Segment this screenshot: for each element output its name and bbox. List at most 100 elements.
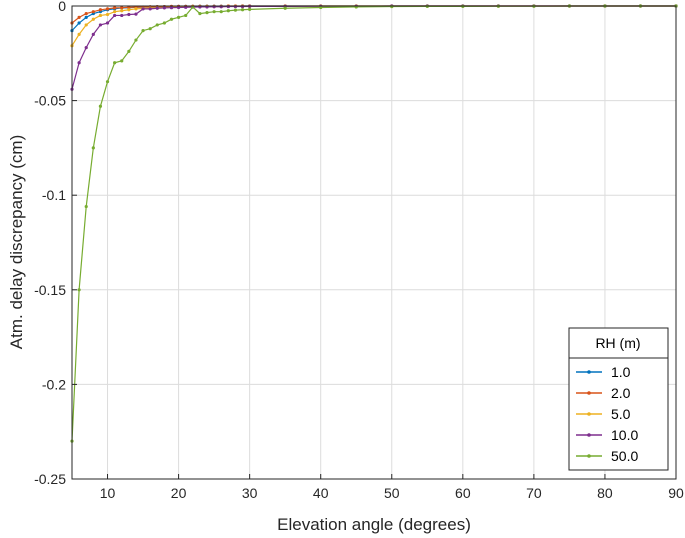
data-point bbox=[226, 4, 230, 9]
data-point bbox=[184, 13, 188, 18]
data-point bbox=[141, 28, 145, 33]
legend: RH (m) 1.0 2.0 5.0 10.0 50.0 bbox=[568, 327, 669, 471]
x-tick-label: 30 bbox=[242, 485, 258, 501]
legend-marker bbox=[587, 412, 591, 416]
legend-entry: 50.0 bbox=[576, 448, 638, 464]
data-point bbox=[240, 8, 245, 12]
legend-title: RH (m) bbox=[595, 335, 640, 351]
data-point bbox=[205, 11, 209, 15]
data-point bbox=[319, 5, 323, 10]
y-tick-label: -0.2 bbox=[42, 376, 66, 392]
y-tick-label: 0 bbox=[58, 0, 66, 14]
data-point bbox=[155, 23, 159, 27]
data-point bbox=[134, 7, 138, 11]
data-point bbox=[77, 288, 81, 292]
y-tick-label: -0.1 bbox=[42, 187, 66, 203]
data-point bbox=[77, 15, 81, 19]
data-point bbox=[77, 61, 81, 65]
data-point bbox=[226, 9, 230, 13]
data-point bbox=[134, 38, 138, 42]
data-point bbox=[176, 5, 181, 10]
data-point bbox=[148, 7, 152, 11]
data-point bbox=[113, 6, 117, 10]
plot-frame bbox=[71, 5, 677, 480]
data-point bbox=[105, 80, 110, 84]
x-axis-ticks: 10 20 30 40 50 60 70 80 90 bbox=[100, 474, 684, 501]
legend-label: 5.0 bbox=[611, 406, 631, 422]
data-point bbox=[120, 6, 124, 10]
data-point bbox=[169, 6, 174, 10]
y-tick-label: -0.15 bbox=[34, 282, 66, 298]
data-point bbox=[233, 8, 238, 12]
data-point bbox=[212, 10, 216, 14]
data-point bbox=[176, 15, 181, 19]
data-point bbox=[283, 6, 287, 10]
data-point bbox=[219, 10, 223, 14]
data-point bbox=[155, 6, 159, 10]
data-point bbox=[91, 146, 95, 150]
data-point bbox=[113, 13, 117, 18]
data-point bbox=[127, 8, 131, 12]
data-point bbox=[113, 10, 117, 14]
data-point bbox=[120, 59, 124, 63]
legend-entries: 1.0 2.0 5.0 10.0 50.0 bbox=[576, 364, 638, 464]
legend-entry: 10.0 bbox=[576, 427, 638, 443]
data-point bbox=[127, 12, 131, 17]
x-tick-label: 20 bbox=[171, 485, 187, 501]
data-point bbox=[184, 5, 188, 9]
data-point bbox=[98, 104, 103, 108]
x-tick-label: 10 bbox=[100, 485, 116, 501]
data-point bbox=[169, 17, 174, 21]
legend-marker bbox=[587, 433, 591, 437]
legend-label: 50.0 bbox=[611, 448, 638, 464]
data-point bbox=[198, 11, 202, 16]
legend-label: 10.0 bbox=[611, 427, 638, 443]
data-point bbox=[84, 23, 88, 27]
x-tick-label: 80 bbox=[597, 485, 613, 501]
data-point bbox=[77, 21, 81, 25]
data-point bbox=[240, 4, 245, 9]
data-point bbox=[84, 11, 88, 16]
legend-marker bbox=[587, 391, 591, 395]
data-point bbox=[141, 7, 145, 11]
data-point bbox=[162, 21, 166, 25]
data-point bbox=[77, 32, 81, 36]
x-tick-label: 70 bbox=[526, 485, 542, 501]
x-tick-label: 40 bbox=[313, 485, 329, 501]
data-point bbox=[91, 17, 95, 21]
data-point bbox=[84, 204, 88, 209]
data-point bbox=[98, 13, 103, 18]
legend-entry: 5.0 bbox=[576, 406, 631, 422]
data-point bbox=[98, 23, 103, 27]
data-point bbox=[98, 8, 103, 12]
y-axis-ticks: 0 -0.05 -0.1 -0.15 -0.2 -0.25 bbox=[34, 0, 77, 487]
legend-label: 1.0 bbox=[611, 364, 631, 380]
legend-entry: 1.0 bbox=[576, 364, 631, 380]
data-point bbox=[127, 49, 131, 54]
y-axis-label: Atm. delay discrepancy (cm) bbox=[7, 135, 26, 349]
legend-marker bbox=[587, 370, 591, 374]
legend-box bbox=[568, 327, 669, 471]
legend-marker bbox=[587, 454, 591, 458]
data-point bbox=[390, 4, 394, 9]
data-point bbox=[84, 15, 88, 19]
data-point bbox=[162, 6, 166, 10]
x-tick-label: 60 bbox=[455, 485, 471, 501]
legend-entry: 2.0 bbox=[576, 385, 631, 401]
y-tick-label: -0.25 bbox=[34, 471, 66, 487]
x-tick-label: 50 bbox=[384, 485, 400, 501]
y-tick-label: -0.05 bbox=[34, 93, 66, 109]
data-point bbox=[105, 12, 110, 17]
data-point bbox=[248, 7, 252, 12]
x-axis-label: Elevation angle (degrees) bbox=[277, 515, 471, 534]
data-point bbox=[84, 46, 88, 50]
data-point bbox=[233, 4, 238, 9]
data-point bbox=[105, 21, 110, 25]
x-tick-label: 90 bbox=[668, 485, 684, 501]
data-point bbox=[91, 10, 95, 14]
data-point bbox=[105, 7, 110, 11]
data-point bbox=[113, 61, 117, 65]
data-point bbox=[120, 13, 124, 18]
data-point bbox=[91, 32, 95, 36]
